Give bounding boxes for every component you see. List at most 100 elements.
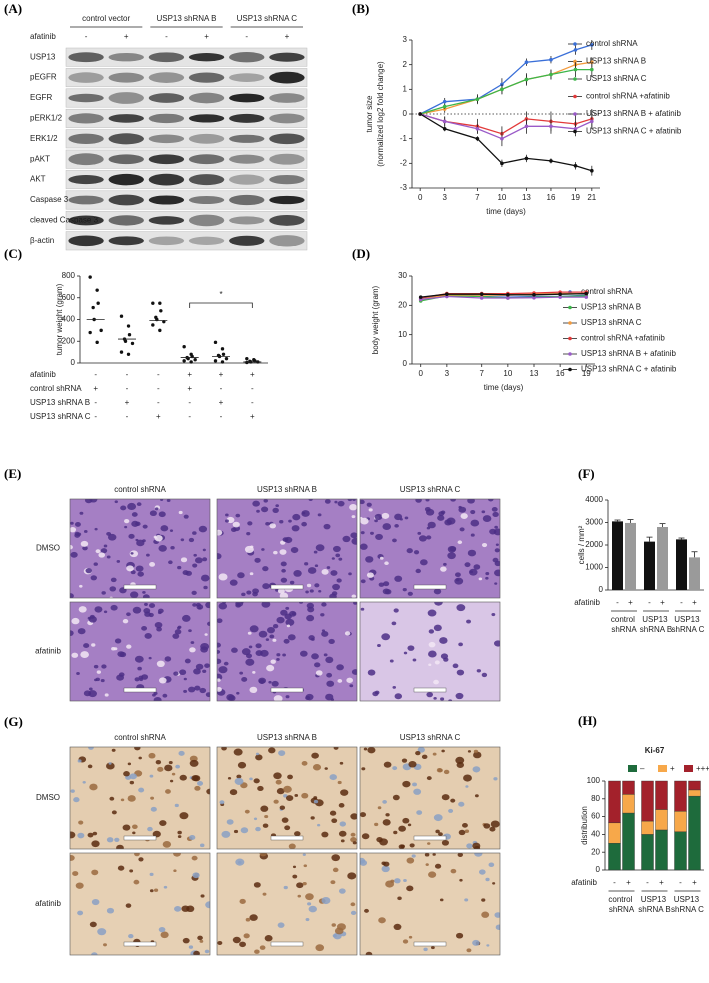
nucleus (271, 680, 279, 687)
data-point (506, 296, 510, 300)
nucleus (103, 544, 108, 548)
nucleus (269, 523, 276, 529)
nucleus (273, 799, 279, 804)
nucleus (472, 766, 481, 773)
nucleus (181, 905, 190, 912)
nucleus (458, 801, 465, 807)
data-point (573, 164, 578, 168)
data-point (88, 275, 92, 279)
nucleus (262, 566, 269, 572)
legend-marker (573, 112, 577, 116)
nucleus (110, 577, 117, 583)
nucleus (188, 537, 195, 543)
nucleus (77, 628, 86, 635)
blot-band (188, 53, 225, 62)
nucleus (333, 545, 341, 553)
nucleus (217, 618, 223, 624)
nucleus (91, 840, 100, 848)
blot-band (229, 113, 265, 123)
nucleus (403, 878, 407, 882)
nucleus (226, 819, 234, 825)
nucleus (249, 625, 259, 633)
nucleus (138, 857, 144, 862)
data-point (590, 119, 594, 124)
nucleus (360, 607, 365, 611)
nucleus (188, 945, 194, 949)
nucleus (255, 752, 260, 756)
blot-band (68, 235, 104, 247)
nucleus (474, 845, 481, 849)
bar-segment (608, 822, 621, 844)
nucleus (426, 776, 432, 781)
nucleus (466, 619, 472, 624)
nucleus (174, 906, 182, 912)
nucleus (131, 520, 139, 527)
blot-band (229, 154, 265, 164)
nucleus (294, 831, 301, 837)
blot-band (188, 154, 225, 165)
nucleus (449, 546, 457, 552)
nucleus (402, 817, 410, 824)
nucleus (249, 572, 254, 576)
image-border (69, 852, 211, 956)
nucleus (132, 831, 136, 835)
x-tick-label: 0 (418, 193, 423, 202)
nucleus (253, 882, 261, 888)
nucleus (389, 659, 394, 663)
nucleus (135, 565, 144, 572)
nucleus (126, 644, 132, 649)
nucleus (338, 803, 345, 808)
significance-bracket (189, 302, 253, 308)
nucleus (293, 570, 302, 577)
nucleus (463, 774, 472, 782)
nucleus (219, 800, 225, 805)
nucleus (174, 629, 182, 635)
nucleus (329, 774, 337, 781)
legend-label: +++ (696, 764, 709, 773)
nucleus (392, 685, 397, 689)
nucleus (221, 747, 227, 751)
nucleus (261, 602, 271, 608)
nucleus (241, 648, 251, 656)
nucleus (240, 602, 244, 604)
blot-band (148, 93, 185, 103)
blot-row-label: ERK1/2 (30, 134, 58, 143)
nucleus (440, 566, 447, 572)
nucleus (400, 844, 405, 849)
scale-bar (123, 941, 157, 947)
nucleus (455, 692, 464, 700)
x-tick-label: 10 (503, 369, 512, 378)
nucleus (427, 521, 436, 529)
nucleus (127, 502, 137, 511)
scale-bar (123, 835, 157, 841)
legend-marker (573, 129, 577, 134)
nucleus (326, 680, 335, 687)
micrograph (216, 601, 358, 702)
micrograph (69, 601, 211, 702)
treatment-label: afatinib (30, 32, 56, 41)
nucleus (178, 510, 183, 515)
data-point (500, 87, 504, 92)
nucleus (179, 774, 187, 781)
nucleus (462, 823, 468, 828)
nucleus (97, 928, 107, 936)
nucleus (351, 515, 356, 519)
nucleus (273, 550, 278, 555)
bar (689, 557, 700, 590)
legend-marker (573, 59, 577, 64)
treatment-mark: + (692, 878, 697, 887)
nucleus (129, 869, 134, 873)
nucleus (310, 637, 315, 641)
nucleus (253, 778, 260, 784)
nucleus (393, 923, 402, 931)
image-column-label: USP13 shRNA B (257, 485, 317, 494)
nucleus (470, 533, 475, 537)
y-tick-label: 40 (591, 830, 600, 839)
legend-label: USP13 shRNA C + afatinib (586, 127, 682, 136)
nucleus (154, 621, 163, 629)
nucleus (261, 506, 269, 513)
nucleus (338, 888, 346, 894)
nucleus (286, 624, 291, 628)
nucleus (261, 548, 265, 551)
blot-band (68, 72, 104, 83)
